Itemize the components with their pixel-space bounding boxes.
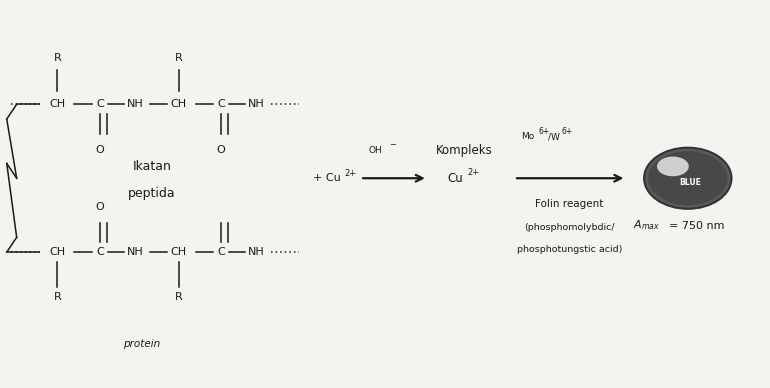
Text: C: C xyxy=(96,247,104,257)
Ellipse shape xyxy=(644,148,732,209)
Text: BLUE: BLUE xyxy=(679,178,701,187)
Ellipse shape xyxy=(648,151,728,205)
Text: R: R xyxy=(53,53,62,63)
Text: Kompleks: Kompleks xyxy=(436,144,493,157)
Text: 6+: 6+ xyxy=(539,127,550,137)
Text: (phosphomolybdic/: (phosphomolybdic/ xyxy=(524,223,615,232)
Text: phosphotungstic acid): phosphotungstic acid) xyxy=(517,245,622,254)
Text: C: C xyxy=(217,247,225,257)
Text: 6+: 6+ xyxy=(562,127,573,137)
Text: Cu: Cu xyxy=(447,172,464,185)
Text: O: O xyxy=(95,202,105,212)
Text: NH: NH xyxy=(126,99,143,109)
Text: OH: OH xyxy=(368,146,382,155)
Text: Folin reagent: Folin reagent xyxy=(535,199,604,209)
Text: + Cu: + Cu xyxy=(313,173,340,183)
Text: CH: CH xyxy=(170,247,186,257)
Text: O: O xyxy=(95,145,105,155)
Text: R: R xyxy=(53,291,62,301)
Text: 2+: 2+ xyxy=(467,168,480,177)
Text: NH: NH xyxy=(126,247,143,257)
Text: NH: NH xyxy=(248,99,264,109)
Text: Mo: Mo xyxy=(521,132,534,141)
Text: CH: CH xyxy=(49,247,65,257)
Text: R: R xyxy=(175,53,182,63)
Text: /W: /W xyxy=(547,132,560,141)
Text: $A_{max}$: $A_{max}$ xyxy=(633,219,661,232)
Text: O: O xyxy=(217,145,226,155)
Ellipse shape xyxy=(657,156,689,176)
Text: C: C xyxy=(217,99,225,109)
Text: protein: protein xyxy=(123,339,160,349)
Text: CH: CH xyxy=(170,99,186,109)
Text: CH: CH xyxy=(49,99,65,109)
Text: 2+: 2+ xyxy=(344,169,357,178)
Text: = 750 nm: = 750 nm xyxy=(669,220,725,230)
Text: Ikatan: Ikatan xyxy=(132,160,171,173)
Text: peptida: peptida xyxy=(128,187,176,199)
Text: NH: NH xyxy=(248,247,264,257)
Text: C: C xyxy=(96,99,104,109)
Text: −: − xyxy=(389,140,396,149)
Text: R: R xyxy=(175,291,182,301)
